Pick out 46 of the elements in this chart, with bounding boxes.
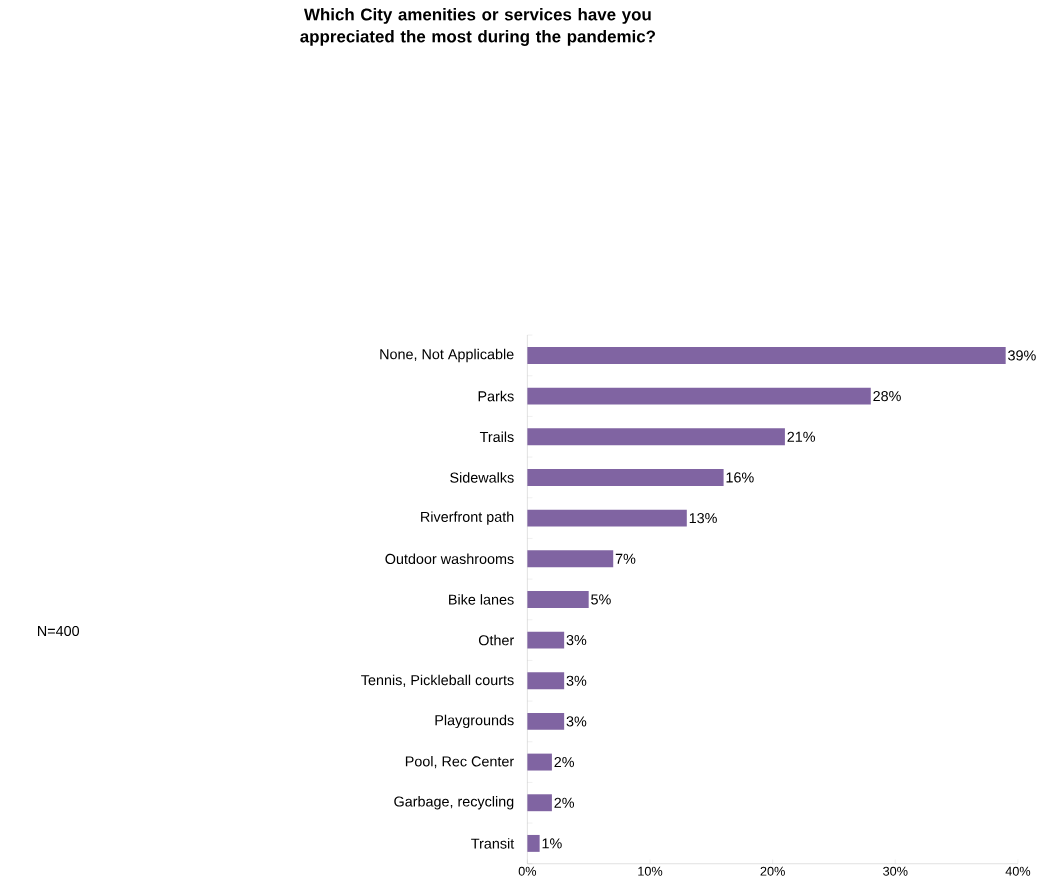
bar <box>527 387 871 405</box>
data-label: 7% <box>615 553 636 565</box>
y-tick-label: Riverfront path <box>421 511 514 526</box>
bar <box>527 347 1006 365</box>
bar <box>527 753 552 771</box>
data-label: 5% <box>591 594 611 605</box>
data-label: 13% <box>689 513 717 524</box>
y-tick-label: None, Not Applicable <box>380 348 514 363</box>
x-tick-label: 0% <box>518 866 537 876</box>
x-tick-label: 30% <box>883 866 908 876</box>
data-label: 3% <box>566 675 587 687</box>
y-tick-label: Sidewalks <box>450 472 514 483</box>
x-tick-label: 20% <box>760 866 785 876</box>
y-tick-label: Garbage, recycling <box>394 796 514 810</box>
y-tick-label: Pool, Rec Center <box>405 756 514 769</box>
bar <box>527 469 724 487</box>
y-tick-label: Bike lanes <box>449 594 514 605</box>
data-label: 21% <box>787 431 816 443</box>
data-label: 28% <box>873 391 901 402</box>
data-label: 39% <box>1008 350 1036 361</box>
data-label: 3% <box>566 635 587 646</box>
bar <box>527 631 565 649</box>
bar <box>527 550 614 568</box>
data-label: 2% <box>554 757 575 768</box>
text: N=400 <box>38 626 80 637</box>
bar <box>527 794 552 812</box>
bar <box>527 672 565 690</box>
bar <box>527 591 589 609</box>
x-tick-label: 10% <box>638 866 663 876</box>
bar <box>527 428 785 446</box>
bar <box>527 713 565 731</box>
y-tick-label: Playgrounds <box>435 714 514 729</box>
y-tick-label: Parks <box>478 391 514 402</box>
data-label: 1% <box>542 838 562 849</box>
x-tick-label: 40% <box>1005 866 1031 876</box>
y-tick-label: Other <box>478 635 514 646</box>
bar <box>527 509 687 527</box>
data-label: 16% <box>726 472 754 483</box>
bar <box>527 835 540 853</box>
y-tick-label: Tennis, Pickleball courts <box>361 674 514 688</box>
chart-title: Which City amenities or services have you appreciated the most during the pandemic? <box>300 8 656 47</box>
y-tick-label: Outdoor washrooms <box>385 553 514 565</box>
data-label: 2% <box>554 797 575 809</box>
data-label: 3% <box>566 716 587 727</box>
y-tick-label: Transit <box>471 838 515 849</box>
y-tick-label: Trails <box>479 431 514 443</box>
